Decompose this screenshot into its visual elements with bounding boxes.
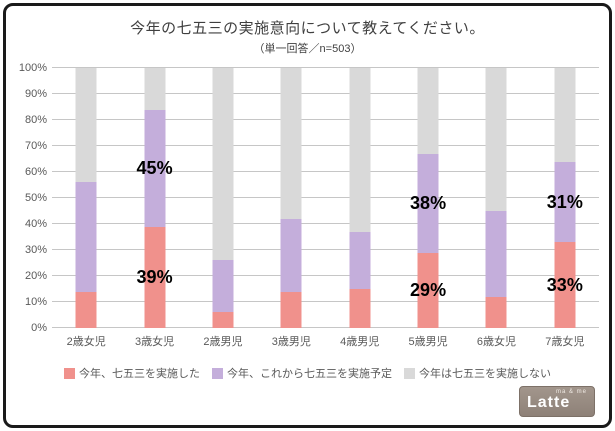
- bar-segment: [144, 226, 166, 328]
- gridline: [52, 145, 599, 146]
- bar-slots: 45% 39% 38% 29% 31% 33%: [52, 68, 599, 328]
- y-tick-label: 0%: [31, 322, 47, 334]
- y-axis: 0% 10% 20% 30% 40% 50% 60% 70% 80% 90% 100%: [10, 62, 52, 334]
- bar-segment: [75, 291, 97, 328]
- legend-swatch: [404, 367, 415, 379]
- stacked-bar-chart: 0% 10% 20% 30% 40% 50% 60% 70% 80% 90% 100% 45% 39%…: [6, 62, 609, 349]
- stacked-bar: [280, 68, 302, 328]
- bar-segment: [417, 153, 439, 253]
- bar-slot: 38% 29%: [394, 68, 462, 328]
- chart-subtitle: （単一回答／n=503）: [253, 43, 362, 55]
- bar-segment: [485, 68, 507, 212]
- chart-title: 今年の七五三の実施意向について教えてください。: [130, 20, 485, 37]
- bar-slot: [326, 68, 394, 328]
- bar-slot: 31% 33%: [531, 68, 599, 328]
- bar-segment: [417, 68, 439, 154]
- bar-segment: [485, 211, 507, 297]
- stacked-bar: [417, 68, 439, 328]
- bar-segment: [554, 161, 576, 243]
- stacked-bar: [554, 68, 576, 328]
- bar-segment: [349, 68, 371, 232]
- y-tick-label: 60%: [24, 166, 47, 178]
- bar-segment: [554, 242, 576, 328]
- y-tick-label: 90%: [24, 88, 47, 100]
- bar-segment: [212, 312, 234, 328]
- data-label: 45%: [136, 158, 173, 179]
- bar-segment: [75, 182, 97, 292]
- logo-name: Latte: [527, 394, 571, 412]
- gridline: [52, 67, 599, 68]
- bar-segment: [280, 291, 302, 328]
- bar-segment: [554, 68, 576, 162]
- gridline: [52, 171, 599, 172]
- bar-segment: [280, 218, 302, 292]
- legend-item: 今年は七五三を実施しない: [404, 365, 551, 381]
- gridline: [52, 301, 599, 302]
- bar-slot: [257, 68, 325, 328]
- legend-swatch: [212, 367, 223, 379]
- bar-segment: [280, 68, 302, 219]
- stacked-bar: [75, 68, 97, 328]
- x-tick-label: 2歳男児: [203, 336, 243, 348]
- gridline: [52, 249, 599, 250]
- y-tick-label: 70%: [24, 140, 47, 152]
- border-frame: 今年の七五三の実施意向について教えてください。 （単一回答／n=503） 0% 1…: [3, 3, 612, 428]
- bar-slot: [189, 68, 257, 328]
- bar-segment: [212, 260, 234, 313]
- legend-label: 今年、七五三を実施した: [79, 368, 200, 380]
- x-axis: 2歳女児 3歳女児 2歳男児 3歳男児 4歳男児 5歳男児 6歳女児 7歳女児: [52, 328, 599, 349]
- bar-slot: 45% 39%: [120, 68, 188, 328]
- logo-tagline: ma & me: [555, 389, 587, 396]
- y-tick-label: 10%: [24, 296, 47, 308]
- bar-segment: [144, 68, 166, 110]
- latte-logo: ma & me Latte: [519, 386, 595, 417]
- stacked-bar: [349, 68, 371, 328]
- x-tick-label: 5歳男児: [408, 336, 448, 348]
- data-label: 39%: [136, 267, 173, 288]
- bar-segment: [75, 68, 97, 183]
- x-tick-label: 4歳男児: [340, 336, 380, 348]
- gridline: [52, 275, 599, 276]
- x-tick-label: 7歳女児: [545, 336, 585, 348]
- bar-segment: [349, 231, 371, 289]
- data-label: 38%: [410, 193, 447, 214]
- legend-swatch: [64, 367, 75, 379]
- plot-area: 45% 39% 38% 29% 31% 33%: [52, 67, 599, 328]
- stacked-bar: [212, 68, 234, 328]
- data-label: 29%: [410, 280, 447, 301]
- bar-segment: [485, 296, 507, 328]
- y-tick-label: 50%: [24, 192, 47, 204]
- data-label: 33%: [546, 275, 583, 296]
- legend-label: 今年は七五三を実施しない: [419, 368, 551, 380]
- bar-slot: [52, 68, 120, 328]
- y-tick-label: 100%: [18, 62, 47, 74]
- stacked-bar: [144, 68, 166, 328]
- x-tick-label: 3歳男児: [271, 336, 311, 348]
- bar-segment: [417, 252, 439, 328]
- gridline: [52, 119, 599, 120]
- x-tick-label: 6歳女児: [476, 336, 516, 348]
- bar-slot: [462, 68, 530, 328]
- bar-segment: [144, 109, 166, 227]
- plot-column: 45% 39% 38% 29% 31% 33% 2歳女児 3歳女児 2歳男児 3歳男児 4歳男児 5…: [52, 67, 599, 349]
- y-tick-label: 20%: [24, 270, 47, 282]
- y-tick-label: 40%: [24, 218, 47, 230]
- legend-item: 今年、これから七五三を実施予定: [212, 365, 392, 381]
- x-tick-label: 2歳女児: [66, 336, 106, 348]
- y-tick-label: 80%: [24, 114, 47, 126]
- data-label: 31%: [546, 191, 583, 212]
- bar-segment: [349, 289, 371, 328]
- gridline: [52, 197, 599, 198]
- legend-label: 今年、これから七五三を実施予定: [227, 368, 392, 380]
- gridline: [52, 327, 599, 328]
- legend-item: 今年、七五三を実施した: [64, 365, 200, 381]
- gridline: [52, 223, 599, 224]
- gridline: [52, 93, 599, 94]
- x-tick-label: 3歳女児: [135, 336, 175, 348]
- y-tick-label: 30%: [24, 244, 47, 256]
- bar-segment: [212, 68, 234, 261]
- legend: 今年、七五三を実施した 今年、これから七五三を実施予定 今年は七五三を実施しない: [6, 365, 609, 381]
- stacked-bar: [485, 68, 507, 328]
